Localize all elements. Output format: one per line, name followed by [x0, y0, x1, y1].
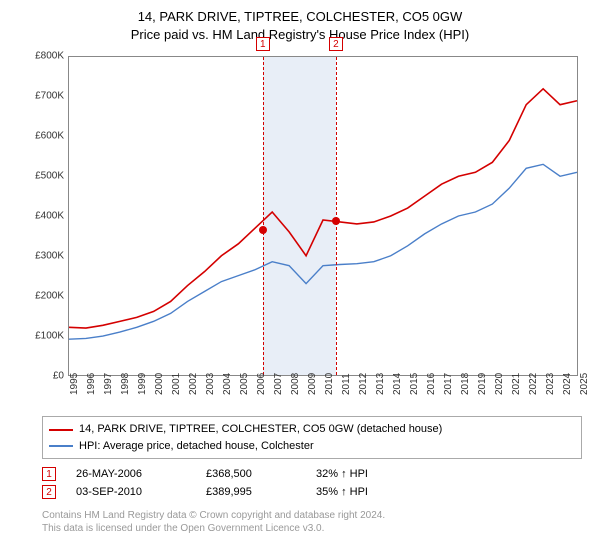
- chart-container: 14, PARK DRIVE, TIPTREE, COLCHESTER, CO5…: [0, 0, 600, 560]
- sale-date: 26-MAY-2006: [76, 468, 186, 480]
- event-line: [336, 57, 337, 375]
- x-tick-label: 2007: [273, 373, 275, 395]
- x-tick-label: 2012: [358, 373, 360, 395]
- x-tick-label: 1997: [103, 373, 105, 395]
- footer-line1: Contains HM Land Registry data © Crown c…: [42, 510, 385, 521]
- x-tick-label: 1996: [86, 373, 88, 395]
- x-tick-label: 2020: [494, 373, 496, 395]
- event-marker-box: 2: [329, 37, 343, 51]
- x-tick-label: 2017: [443, 373, 445, 395]
- sale-date: 03-SEP-2010: [76, 486, 186, 498]
- y-tick-label: £0: [20, 371, 64, 382]
- x-tick-label: 2014: [392, 373, 394, 395]
- sale-marker: 1: [42, 467, 56, 481]
- sale-price: £368,500: [206, 468, 296, 480]
- x-tick-label: 2001: [171, 373, 173, 395]
- legend-item: HPI: Average price, detached house, Colc…: [49, 438, 575, 455]
- legend-label: HPI: Average price, detached house, Colc…: [79, 438, 314, 455]
- y-tick-label: £200K: [20, 291, 64, 302]
- sale-row: 2 03-SEP-2010 £389,995 35% ↑ HPI: [42, 485, 588, 499]
- x-tick-label: 2002: [188, 373, 190, 395]
- x-tick-label: 1998: [120, 373, 122, 395]
- y-tick-label: £700K: [20, 91, 64, 102]
- footer-attribution: Contains HM Land Registry data © Crown c…: [42, 509, 588, 535]
- event-marker-box: 1: [256, 37, 270, 51]
- sales-table: 1 26-MAY-2006 £368,500 32% ↑ HPI 2 03-SEP-201…: [42, 467, 588, 499]
- x-tick-label: 2006: [256, 373, 258, 395]
- line-series: [69, 57, 577, 375]
- title-subtitle: Price paid vs. HM Land Registry's House …: [131, 27, 469, 42]
- legend: 14, PARK DRIVE, TIPTREE, COLCHESTER, CO5…: [42, 416, 582, 459]
- legend-swatch: [49, 429, 73, 431]
- y-tick-label: £100K: [20, 331, 64, 342]
- sale-dot: [259, 226, 267, 234]
- x-tick-label: 2003: [205, 373, 207, 395]
- x-tick-label: 1995: [69, 373, 71, 395]
- chart-area: £0 £100K £200K £300K £400K £500K £600K £700K £80…: [20, 50, 580, 410]
- chart-title: 14, PARK DRIVE, TIPTREE, COLCHESTER, CO5…: [12, 8, 588, 44]
- title-address: 14, PARK DRIVE, TIPTREE, COLCHESTER, CO5…: [138, 9, 463, 24]
- x-tick-label: 2025: [579, 373, 581, 395]
- x-tick-label: 2009: [307, 373, 309, 395]
- y-tick-label: £300K: [20, 251, 64, 262]
- x-tick-label: 1999: [137, 373, 139, 395]
- x-tick-label: 2013: [375, 373, 377, 395]
- x-tick-label: 2008: [290, 373, 292, 395]
- legend-swatch: [49, 445, 73, 447]
- x-tick-label: 2010: [324, 373, 326, 395]
- x-tick-label: 2024: [562, 373, 564, 395]
- x-tick-label: 2021: [511, 373, 513, 395]
- x-tick-label: 2015: [409, 373, 411, 395]
- series-subject: [69, 89, 577, 328]
- x-tick-label: 2011: [341, 374, 343, 396]
- series-hpi: [69, 165, 577, 340]
- x-tick-label: 2022: [528, 373, 530, 395]
- event-line: [263, 57, 264, 375]
- legend-item: 14, PARK DRIVE, TIPTREE, COLCHESTER, CO5…: [49, 421, 575, 438]
- y-tick-label: £400K: [20, 211, 64, 222]
- sale-price: £389,995: [206, 486, 296, 498]
- legend-label: 14, PARK DRIVE, TIPTREE, COLCHESTER, CO5…: [79, 421, 442, 438]
- footer-line2: This data is licensed under the Open Gov…: [42, 523, 324, 534]
- y-tick-label: £800K: [20, 51, 64, 62]
- plot-area: 12 1995199619971998199920002001200220032…: [68, 56, 578, 376]
- x-tick-label: 2018: [460, 373, 462, 395]
- x-tick-label: 2000: [154, 373, 156, 395]
- sale-dot: [332, 217, 340, 225]
- y-tick-label: £500K: [20, 171, 64, 182]
- sale-marker: 2: [42, 485, 56, 499]
- sale-delta: 32% ↑ HPI: [316, 468, 368, 480]
- x-tick-label: 2005: [239, 373, 241, 395]
- x-tick-label: 2016: [426, 373, 428, 395]
- x-tick-label: 2023: [545, 373, 547, 395]
- y-tick-label: £600K: [20, 131, 64, 142]
- sale-row: 1 26-MAY-2006 £368,500 32% ↑ HPI: [42, 467, 588, 481]
- x-tick-label: 2019: [477, 373, 479, 395]
- sale-delta: 35% ↑ HPI: [316, 486, 368, 498]
- x-tick-label: 2004: [222, 373, 224, 395]
